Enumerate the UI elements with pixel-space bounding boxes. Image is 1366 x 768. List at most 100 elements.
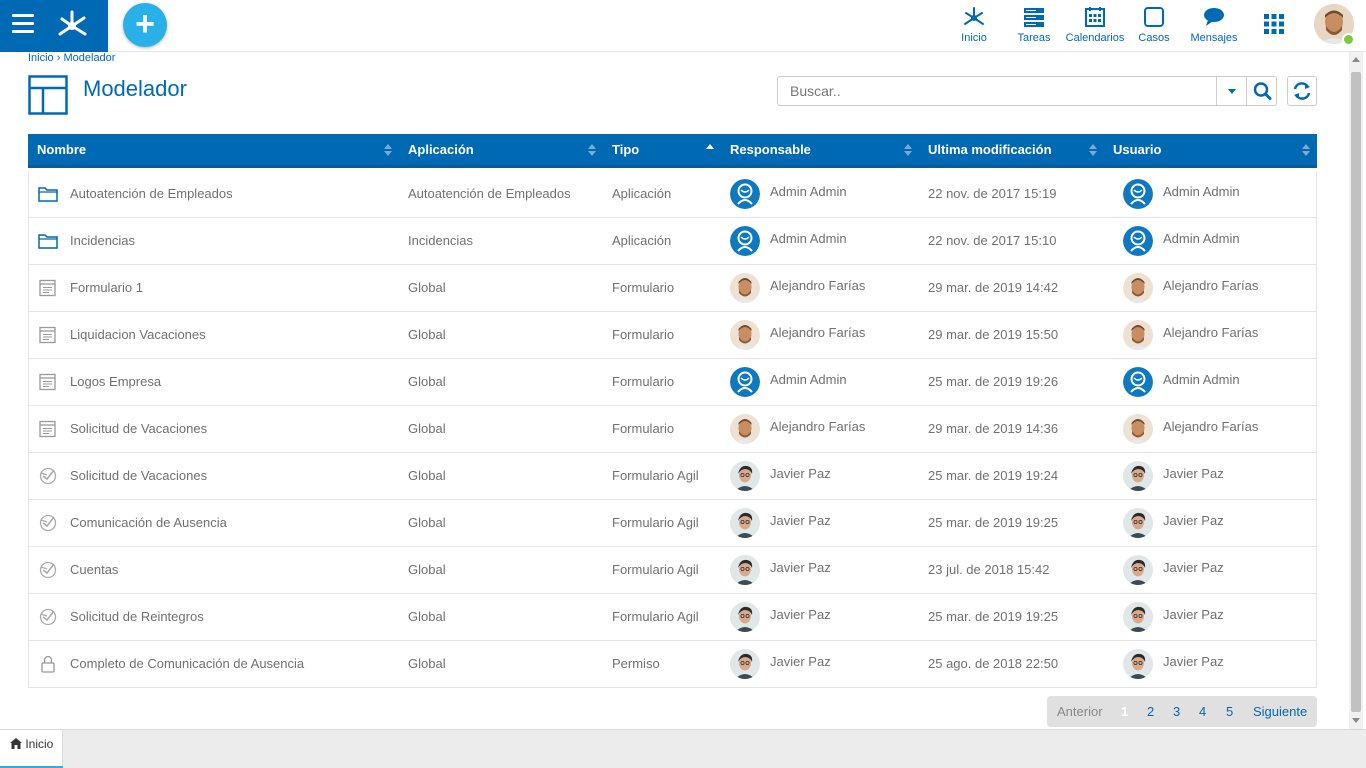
table-row[interactable]: Solicitud de Vacaciones Global Formulario … — [29, 453, 1316, 500]
scroll-down-arrow-icon[interactable] — [1352, 718, 1360, 723]
column-header-ultima-modificacion[interactable]: Ultima modificación — [919, 134, 1104, 168]
cell-nombre: Solicitud de Reintegros — [70, 609, 204, 624]
scroll-up-arrow-icon[interactable] — [1352, 57, 1360, 62]
cell-usuario: Javier Paz — [1163, 466, 1224, 481]
cell-responsable: Admin Admin — [770, 231, 847, 246]
cases-icon — [1144, 7, 1164, 27]
column-header-responsable[interactable]: Responsable — [721, 134, 919, 168]
table-row[interactable]: Solicitud de Vacaciones Global Formulario A… — [29, 406, 1316, 453]
nav-calendarios[interactable]: Calendarios — [1064, 4, 1126, 44]
breadcrumb-current[interactable]: Modelador — [63, 52, 116, 64]
cell-ultima-modificacion: 22 nov. de 2017 15:19 — [928, 186, 1057, 201]
table-row[interactable]: Formulario 1 Global Formulario Alejandro Fa… — [29, 265, 1316, 312]
table-row[interactable]: Liquidacion Vacaciones Global Formulario Al… — [29, 312, 1316, 359]
nav-inicio-label: Inicio — [961, 32, 987, 44]
nav-casos[interactable]: Casos — [1137, 4, 1171, 44]
column-label: Usuario — [1113, 142, 1162, 157]
menu-icon[interactable] — [12, 14, 34, 34]
table-row[interactable]: Completo de Comunicación de Ausencia Glob… — [29, 641, 1316, 688]
cell-aplicacion: Incidencias — [408, 233, 474, 248]
cell-usuario: Alejandro Farías — [1163, 419, 1259, 434]
sort-icon — [588, 144, 596, 156]
alejandro-avatar — [730, 273, 760, 303]
tab-inicio-label: Inicio — [25, 737, 54, 751]
pagination-page-3[interactable]: 3 — [1173, 704, 1181, 719]
tab-inicio[interactable]: Inicio — [0, 730, 63, 766]
online-status-dot — [1342, 33, 1355, 46]
cell-aplicacion: Global — [408, 609, 446, 624]
table-row[interactable]: Incidencias Incidencias Aplicación Admin Ad… — [29, 218, 1316, 265]
column-header-tipo[interactable]: Tipo — [603, 134, 721, 168]
column-header-aplicacion[interactable]: Aplicación — [399, 134, 603, 168]
alejandro-avatar — [730, 320, 760, 350]
apps-grid-icon[interactable] — [1264, 14, 1284, 34]
alejandro-avatar — [1123, 273, 1153, 303]
search-input[interactable] — [778, 77, 1216, 105]
nav-mensajes[interactable]: Mensajes — [1189, 4, 1239, 44]
cell-usuario: Alejandro Farías — [1163, 325, 1259, 340]
alejandro-avatar — [730, 414, 760, 444]
breadcrumb: Inicio › Modelador — [28, 52, 115, 64]
cell-usuario: Javier Paz — [1163, 607, 1224, 622]
cell-responsable: Admin Admin — [770, 372, 847, 387]
cell-tipo: Formulario Agil — [612, 609, 699, 624]
search-icon — [1253, 82, 1272, 100]
cell-tipo: Aplicación — [612, 233, 672, 248]
admin-avatar — [730, 226, 760, 256]
search-button[interactable] — [1246, 77, 1276, 105]
cell-nombre: Incidencias — [70, 233, 136, 248]
cell-aplicacion: Global — [408, 280, 446, 295]
sort-asc-icon — [706, 144, 714, 156]
nav-inicio[interactable]: Inicio — [959, 4, 989, 44]
breadcrumb-home[interactable]: Inicio — [28, 52, 54, 64]
scroll-thumb[interactable] — [1351, 72, 1361, 712]
alejandro-avatar — [1123, 320, 1153, 350]
cell-nombre: Cuentas — [70, 562, 119, 577]
cell-tipo: Formulario — [612, 327, 675, 342]
alejandro-avatar — [1123, 414, 1153, 444]
cell-nombre: Formulario 1 — [70, 280, 143, 295]
cell-responsable: Javier Paz — [770, 607, 831, 622]
calendar-icon — [1085, 7, 1105, 27]
pagination-page-4[interactable]: 4 — [1199, 704, 1207, 719]
cell-ultima-modificacion: 29 mar. de 2019 14:42 — [928, 280, 1059, 295]
search-dropdown-button[interactable] — [1216, 77, 1246, 105]
refresh-button[interactable] — [1287, 76, 1317, 106]
cell-usuario: Javier Paz — [1163, 654, 1224, 669]
cell-usuario: Javier Paz — [1163, 513, 1224, 528]
javier-avatar — [1123, 508, 1153, 538]
javier-avatar — [1123, 649, 1153, 679]
pagination-page-2[interactable]: 2 — [1147, 704, 1155, 719]
sort-icon — [1089, 144, 1097, 156]
table-row[interactable]: Autoatención de Empleados Autoatención de… — [29, 171, 1316, 218]
cell-responsable: Alejandro Farías — [770, 278, 866, 293]
logo-icon[interactable] — [54, 6, 90, 42]
nav-casos-label: Casos — [1138, 32, 1170, 44]
nav-tareas[interactable]: Tareas — [1016, 4, 1052, 44]
table-row[interactable]: Logos Empresa Global Formulario Admin Admin… — [29, 359, 1316, 406]
cell-nombre: Comunicación de Ausencia — [70, 515, 227, 530]
cell-usuario: Admin Admin — [1163, 372, 1240, 387]
pagination-page-5[interactable]: 5 — [1226, 704, 1234, 719]
cell-aplicacion: Global — [408, 562, 446, 577]
add-button[interactable]: + — [123, 3, 167, 47]
column-header-usuario[interactable]: Usuario — [1104, 134, 1317, 168]
cell-responsable: Admin Admin — [770, 184, 847, 199]
column-header-nombre[interactable]: Nombre — [28, 134, 399, 168]
table-row[interactable]: Solicitud de Reintegros Global Formulario … — [29, 594, 1316, 641]
pagination-next[interactable]: Siguiente — [1253, 704, 1308, 719]
cell-responsable: Alejandro Farías — [770, 419, 866, 434]
nav-calendarios-label: Calendarios — [1065, 32, 1125, 44]
cell-ultima-modificacion: 22 nov. de 2017 15:10 — [928, 233, 1057, 248]
cell-ultima-modificacion: 23 jul. de 2018 15:42 — [928, 562, 1050, 577]
table-row[interactable]: Comunicación de Ausencia Global Formulario… — [29, 500, 1316, 547]
table-row[interactable]: Cuentas Global Formulario Agil Javier Paz 23… — [29, 547, 1316, 594]
vertical-scrollbar[interactable] — [1349, 52, 1363, 729]
user-avatar[interactable] — [1314, 4, 1354, 44]
cell-usuario: Admin Admin — [1163, 231, 1240, 246]
pagination-prev[interactable]: Anterior — [1057, 704, 1103, 719]
table-header: Nombre Aplicación Tipo Responsable Ultim… — [28, 134, 1317, 168]
pagination-page-1[interactable]: 1 — [1121, 704, 1129, 719]
modeler-layout-icon — [28, 75, 68, 115]
brand-area — [0, 0, 108, 52]
